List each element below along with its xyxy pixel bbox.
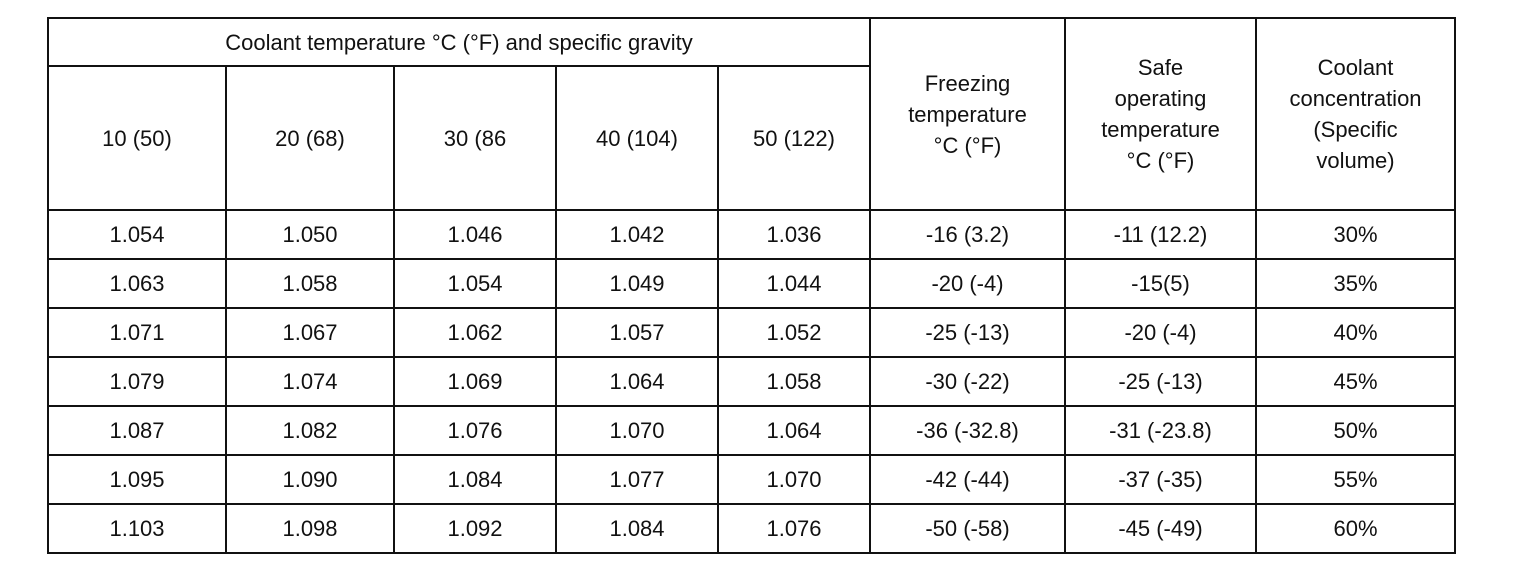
data-cell: 1.064: [717, 405, 871, 456]
data-cell: -31 (-23.8): [1064, 405, 1257, 456]
header-line: Freezing: [924, 70, 1011, 96]
data-cell: 1.084: [393, 454, 557, 505]
data-row: 1.095 1.090 1.084 1.077 1.070 -42 (-44) -37 (-…: [47, 454, 1456, 505]
data-cell: 1.098: [225, 503, 395, 554]
data-cell: 1.058: [225, 258, 395, 309]
data-cell: 40%: [1255, 307, 1456, 358]
data-cell: 1.090: [225, 454, 395, 505]
data-cell: 35%: [1255, 258, 1456, 309]
column-header: Freezing temperature °C (°F): [869, 17, 1066, 211]
data-cell: 1.071: [47, 307, 227, 358]
group-header: Coolant temperature °C (°F) and specific…: [47, 17, 871, 67]
table-container: Coolant temperature °C (°F) and specific…: [47, 17, 1456, 554]
data-cell: 1.067: [225, 307, 395, 358]
header-line: temperature: [908, 101, 1027, 127]
data-cell: -45 (-49): [1064, 503, 1257, 554]
temperature-header: 30 (86: [393, 65, 557, 211]
header-line: Coolant: [1317, 55, 1394, 80]
data-cell: 1.036: [717, 209, 871, 260]
data-cell: -30 (-22): [869, 356, 1066, 407]
header-line: temperature: [1101, 117, 1220, 142]
data-cell: 1.074: [225, 356, 395, 407]
header-row: 10 (50) 20 (68) 30 (86 40 (104) 50 (122): [47, 65, 1455, 211]
data-cell: -11 (12.2): [1064, 209, 1257, 260]
column-header: Coolant concentration (Specific volume): [1255, 17, 1456, 211]
header-line: Safe: [1137, 55, 1184, 80]
data-cell: -37 (-35): [1064, 454, 1257, 505]
data-cell: 1.042: [555, 209, 719, 260]
header-line: volume): [1316, 148, 1395, 173]
data-cell: 1.079: [47, 356, 227, 407]
data-cell: 1.046: [393, 209, 557, 260]
data-cell: 1.062: [393, 307, 557, 358]
temperature-header: 10 (50): [47, 65, 227, 211]
data-cell: 1.082: [225, 405, 395, 456]
data-cell: 1.049: [555, 258, 719, 309]
data-cell: -20 (-4): [1064, 307, 1257, 358]
data-row: 1.071 1.067 1.062 1.057 1.052 -25 (-13) -20 (-…: [47, 307, 1456, 358]
header-line: operating: [1114, 86, 1207, 111]
data-cell: -42 (-44): [869, 454, 1066, 505]
data-cell: 1.076: [393, 405, 557, 456]
data-cell: 1.095: [47, 454, 227, 505]
data-cell: 1.070: [717, 454, 871, 505]
data-cell: 1.054: [393, 258, 557, 309]
header-row: Coolant temperature °C (°F) and specific…: [47, 17, 1456, 211]
data-cell: 1.084: [555, 503, 719, 554]
column-header: Safe operating temperature °C (°F): [1064, 17, 1257, 211]
data-row: 1.054 1.050 1.046 1.042 1.036 -16 (3.2) -11 (1…: [47, 209, 1456, 260]
data-cell: -36 (-32.8): [869, 405, 1066, 456]
data-cell: 45%: [1255, 356, 1456, 407]
data-cell: 1.076: [717, 503, 871, 554]
data-cell: 1.077: [555, 454, 719, 505]
data-cell: 1.063: [47, 258, 227, 309]
data-cell: 1.058: [717, 356, 871, 407]
data-cell: 1.050: [225, 209, 395, 260]
data-cell: 50%: [1255, 405, 1456, 456]
data-cell: 1.069: [393, 356, 557, 407]
header-line: °C (°F): [933, 132, 1002, 158]
data-cell: 1.057: [555, 307, 719, 358]
data-cell: 1.070: [555, 405, 719, 456]
data-cell: 60%: [1255, 503, 1456, 554]
data-cell: 1.087: [47, 405, 227, 456]
data-cell: -25 (-13): [869, 307, 1066, 358]
data-cell: 1.092: [393, 503, 557, 554]
data-cell: -20 (-4): [869, 258, 1066, 309]
temperature-header: 40 (104): [555, 65, 719, 211]
data-cell: 1.052: [717, 307, 871, 358]
coolant-table: Coolant temperature °C (°F) and specific…: [47, 17, 1456, 554]
data-cell: 55%: [1255, 454, 1456, 505]
data-cell: -25 (-13): [1064, 356, 1257, 407]
data-cell: 1.044: [717, 258, 871, 309]
data-cell: 1.103: [47, 503, 227, 554]
data-row: 1.079 1.074 1.069 1.064 1.058 -30 (-22) -25 (-…: [47, 356, 1456, 407]
data-cell: 30%: [1255, 209, 1456, 260]
data-cell: 1.064: [555, 356, 719, 407]
data-row: 1.063 1.058 1.054 1.049 1.044 -20 (-4) -15(5) 3…: [47, 258, 1456, 309]
temperature-header: 20 (68): [225, 65, 395, 211]
data-cell: -16 (3.2): [869, 209, 1066, 260]
data-row: 1.103 1.098 1.092 1.084 1.076 -50 (-58) -45 (-…: [47, 503, 1456, 554]
data-cell: -15(5): [1064, 258, 1257, 309]
temperature-header: 50 (122): [717, 65, 871, 211]
header-line: concentration: [1289, 86, 1422, 111]
header-line: (Specific: [1313, 117, 1398, 142]
data-row: 1.087 1.082 1.076 1.070 1.064 -36 (-32.8) -31 …: [47, 405, 1456, 456]
data-cell: -50 (-58): [869, 503, 1066, 554]
data-cell: 1.054: [47, 209, 227, 260]
header-line: °C (°F): [1126, 148, 1195, 173]
